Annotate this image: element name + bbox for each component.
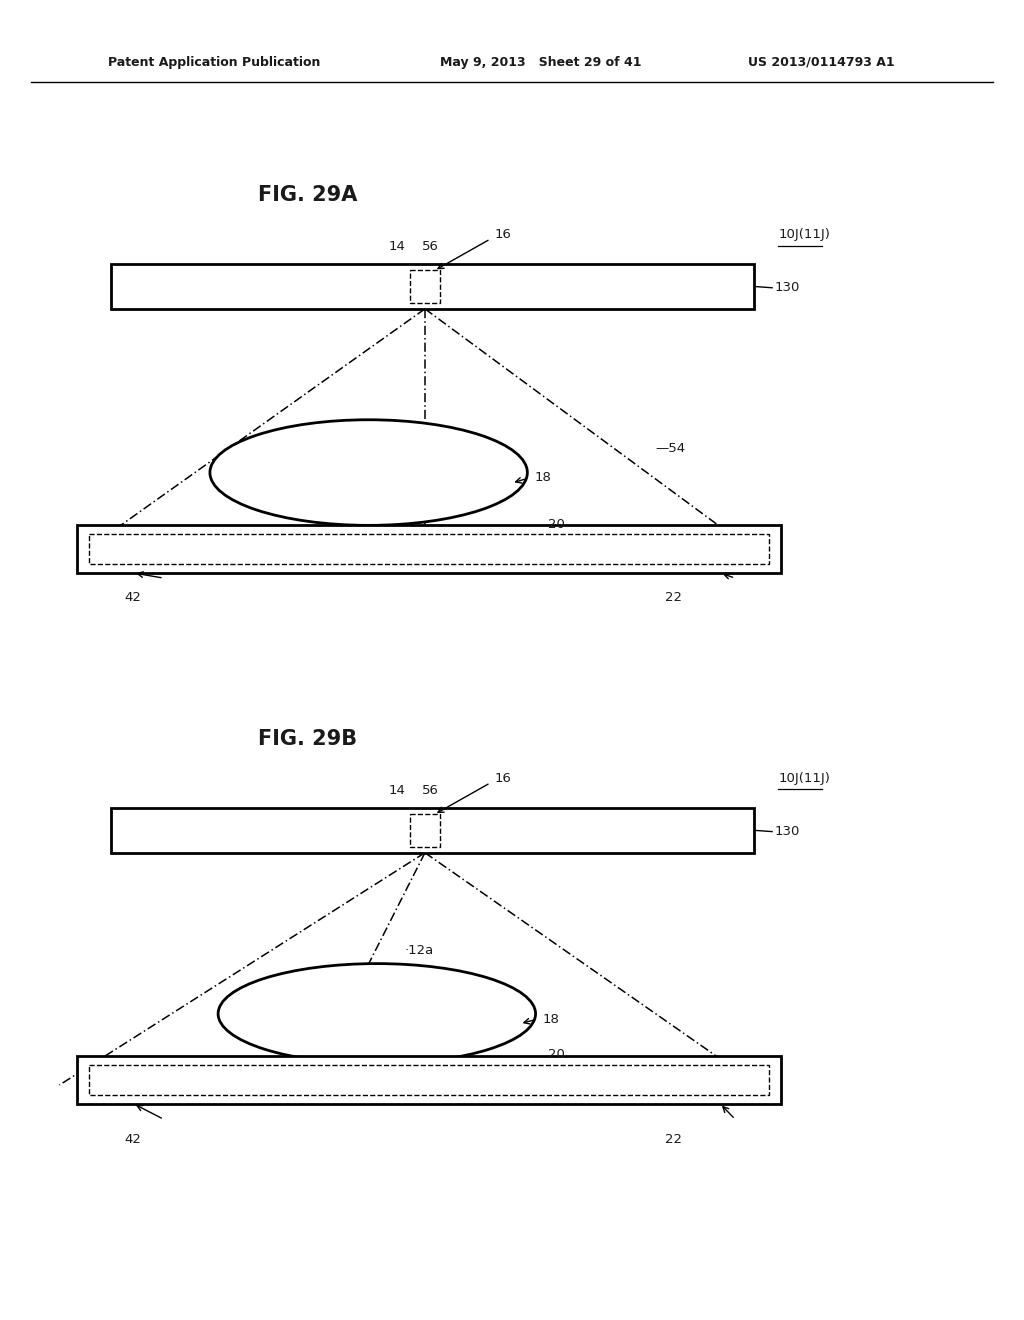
Text: 14: 14 bbox=[389, 240, 406, 253]
Text: 42: 42 bbox=[125, 1133, 141, 1146]
Text: 16: 16 bbox=[495, 228, 511, 242]
Text: 20: 20 bbox=[548, 1048, 564, 1061]
Bar bbox=[77, 525, 781, 573]
Text: 130: 130 bbox=[774, 281, 800, 294]
Text: 130: 130 bbox=[774, 825, 800, 838]
Bar bbox=[89, 1064, 769, 1096]
Text: 14: 14 bbox=[389, 784, 406, 797]
Ellipse shape bbox=[210, 420, 527, 525]
Text: —54: —54 bbox=[655, 442, 685, 455]
Text: May 9, 2013   Sheet 29 of 41: May 9, 2013 Sheet 29 of 41 bbox=[440, 55, 642, 69]
Bar bbox=[111, 264, 754, 309]
Text: 42: 42 bbox=[125, 591, 141, 605]
Text: 22: 22 bbox=[666, 1133, 682, 1146]
Text: 22: 22 bbox=[666, 591, 682, 605]
Text: US 2013/0114793 A1: US 2013/0114793 A1 bbox=[748, 55, 894, 69]
Text: 56: 56 bbox=[422, 240, 438, 253]
Text: 16: 16 bbox=[495, 772, 511, 785]
Text: 20: 20 bbox=[548, 517, 564, 531]
Bar bbox=[410, 813, 440, 847]
Text: 18: 18 bbox=[535, 471, 551, 484]
Bar bbox=[89, 533, 769, 565]
Text: 10J(11J): 10J(11J) bbox=[778, 772, 830, 785]
Text: 18: 18 bbox=[543, 1012, 559, 1026]
Text: FIG. 29A: FIG. 29A bbox=[257, 185, 357, 206]
Text: 10J(11J): 10J(11J) bbox=[778, 228, 830, 242]
Text: FIG. 29B: FIG. 29B bbox=[258, 729, 356, 750]
Text: ·12a: ·12a bbox=[404, 944, 434, 957]
Bar bbox=[410, 271, 440, 304]
Bar bbox=[111, 808, 754, 853]
Ellipse shape bbox=[218, 964, 536, 1064]
Bar bbox=[77, 1056, 781, 1104]
Text: Patent Application Publication: Patent Application Publication bbox=[108, 55, 319, 69]
Text: 56: 56 bbox=[422, 784, 438, 797]
